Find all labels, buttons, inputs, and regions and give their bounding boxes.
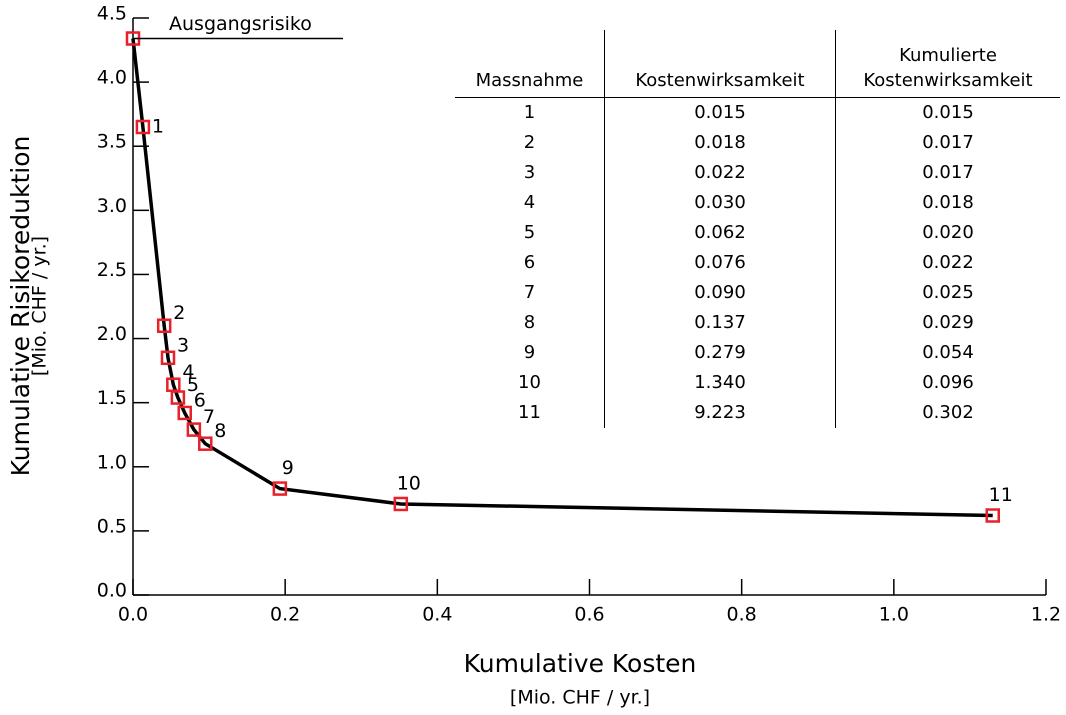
marker [156,318,172,333]
cell: 0.015 [835,97,1060,128]
row: 1 0.015 0.015 [455,97,1060,128]
cell: 0.022 [835,248,1060,278]
point-label: 8 [214,420,226,442]
cell: 0.015 [604,97,836,128]
point-label: 9 [282,457,294,479]
row: 3 0.022 0.017 [455,158,1060,188]
x-tick-label: 1.0 [879,604,909,626]
cell: 0.018 [604,128,836,158]
point-label: Ausgangsrisiko [169,13,312,35]
cell: 0.017 [835,128,1060,158]
cell: 9.223 [604,398,836,428]
x-tick-label: 0.4 [422,604,452,626]
marker [272,481,288,496]
cell: 5 [523,222,536,243]
cell: 0.137 [604,308,836,338]
cell: 0.302 [835,398,1060,428]
y-tick-label: 4.5 [97,3,127,25]
row: 2 0.018 0.017 [455,128,1060,158]
cell: 9 [523,342,536,363]
row: 6 0.076 0.022 [455,248,1060,278]
cell: 0.020 [835,218,1060,248]
cell: 0.017 [835,158,1060,188]
marker [135,119,151,135]
cell: 0.054 [835,338,1060,368]
point-label: 2 [173,302,185,324]
x-axis-unit: [Mio. CHF / yr.] [510,687,650,709]
y-axis-label: Kumulative Risikoreduktion [6,136,35,477]
cell: 0.090 [604,278,836,308]
cell: 2 [523,132,536,153]
point-label: 10 [397,472,421,494]
y-tick-label: 1.5 [97,387,127,409]
y-tick-label: 3.0 [97,195,127,217]
marker [160,350,176,366]
y-tick-label: 0.0 [97,580,127,602]
x-tick-label: 0.2 [270,604,300,626]
point-label: 6 [194,389,206,411]
cell: 0.030 [604,188,836,218]
point-label: 5 [187,374,199,396]
cell: 1.340 [604,368,836,398]
point-label: 3 [177,334,189,356]
point-label: 1 [152,115,164,137]
cell: 8 [523,312,536,333]
cell: 0.018 [835,188,1060,218]
marker [186,422,202,437]
cell: 4 [523,192,536,213]
cell: 1 [523,102,536,123]
cell: 0.029 [835,308,1060,338]
column-header: Kostenwirksamkeit [604,30,836,98]
x-tick-label: 0.0 [118,604,148,626]
y-tick-label: 3.5 [97,131,127,153]
column-header: Kumulierte Kostenwirksamkeit [835,30,1060,98]
marker [170,390,186,405]
row: 7 0.090 0.025 [455,278,1060,308]
cell: 6 [523,252,536,273]
y-tick-label: 1.0 [97,451,127,473]
marker [393,496,409,512]
x-axis-label: Kumulative Kosten [464,649,697,678]
table: Massnahme Kostenwirksamkeit Kumulierte Kos… [455,30,1060,428]
x-tick-label: 1.2 [1031,604,1061,626]
cell: 0.022 [604,158,836,188]
line [131,38,993,518]
column-header: Massnahme [455,30,605,98]
cell: 0.062 [604,218,836,248]
point-label: 11 [989,484,1013,506]
y-tick-label: 4.0 [97,67,127,89]
marker [177,405,192,421]
y-tick-label: 2.5 [97,259,127,281]
cell: 0.279 [604,338,836,368]
row: 9 0.279 0.054 [455,338,1060,368]
cell: 10 [518,372,541,393]
marker [198,436,213,451]
cell: 7 [523,282,536,303]
x-tick-label: 0.6 [574,604,604,626]
y-axis-unit: [Mio. CHF / yr.] [29,236,51,376]
cell: 3 [523,162,536,183]
cell: 0.025 [835,278,1060,308]
row: 10 1.340 0.096 [455,368,1060,398]
y-tick-label: 2.0 [97,323,127,345]
header-row: Massnahme Kostenwirksamkeit Kumulierte Kos… [455,30,1060,98]
cell: 0.076 [604,248,836,278]
row: 11 9.223 0.302 [455,398,1060,428]
marker [985,508,1000,523]
row: 5 0.062 0.020 [455,218,1060,248]
point-label: 7 [203,406,215,428]
row: 4 0.030 0.018 [455,188,1060,218]
cell: 11 [518,402,541,423]
row: 8 0.137 0.029 [455,308,1060,338]
y-tick-label: 0.5 [97,515,127,537]
x-tick-label: 0.8 [727,604,757,626]
point-label: 4 [182,361,194,383]
cell: 0.096 [835,368,1060,398]
